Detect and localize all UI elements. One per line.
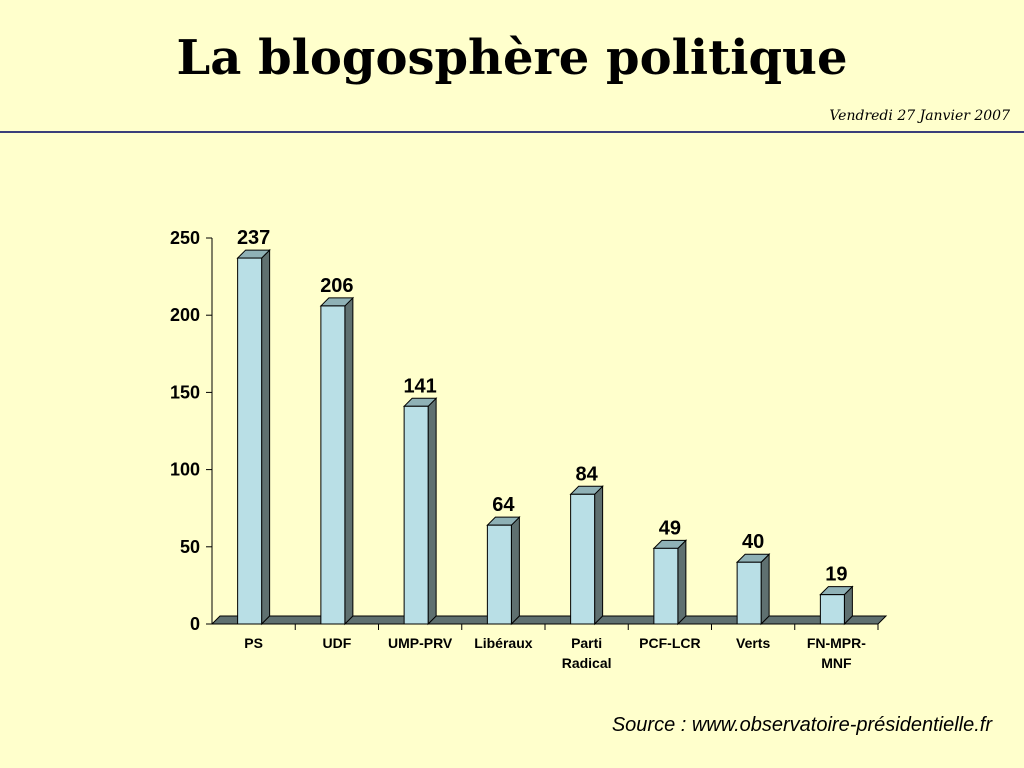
bar-side xyxy=(427,397,437,626)
data-label: 141 xyxy=(403,375,436,397)
data-label: 19 xyxy=(825,564,847,586)
bar xyxy=(653,547,679,625)
data-label: 206 xyxy=(320,275,353,297)
data-label: 40 xyxy=(742,531,764,553)
data-label: 49 xyxy=(659,517,681,539)
bar-side xyxy=(510,515,520,626)
bar-side xyxy=(677,539,687,626)
x-tick-label: PCF-LCR xyxy=(639,635,700,651)
slide-date: Vendredi 27 Janvier 2007 xyxy=(829,108,1010,124)
data-label: 64 xyxy=(492,494,515,516)
x-tick-label: UMP-PRV xyxy=(388,635,453,651)
slide-title: La blogosphère politique xyxy=(176,30,848,86)
bar-side xyxy=(261,248,271,626)
bar xyxy=(237,257,263,625)
x-tick-label: FN-MPR- xyxy=(807,635,866,651)
y-tick-label: 150 xyxy=(170,382,200,402)
data-label: 84 xyxy=(576,463,599,485)
x-tick-label: Radical xyxy=(562,655,612,671)
source-note: Source : www.observatoire-présidentielle… xyxy=(611,714,992,736)
x-tick-label: UDF xyxy=(322,635,351,651)
x-tick-label: Verts xyxy=(736,635,770,651)
chart-floor xyxy=(210,615,888,625)
y-tick-label: 0 xyxy=(190,614,200,634)
bar-side xyxy=(760,553,770,626)
bar xyxy=(320,305,346,625)
bar xyxy=(486,524,512,625)
x-tick-label: Parti xyxy=(571,635,602,651)
y-tick-label: 50 xyxy=(180,537,200,557)
x-tick-label: Libéraux xyxy=(474,635,533,651)
data-label: 237 xyxy=(237,227,270,249)
bar xyxy=(819,594,845,625)
bar xyxy=(403,405,429,625)
bar-side xyxy=(594,485,604,626)
bar-side xyxy=(344,296,354,626)
title-divider xyxy=(0,131,1024,133)
x-tick-label: PS xyxy=(244,635,263,651)
bar xyxy=(570,493,596,625)
y-tick-label: 100 xyxy=(170,460,200,480)
y-tick-label: 250 xyxy=(170,228,200,248)
x-tick-label: MNF xyxy=(821,655,852,671)
bar xyxy=(736,561,762,625)
bar-chart: 0 50 100 150 200 250 237 PS 206 UDF 141 UMP-PRV 64 Li… xyxy=(170,227,888,671)
y-tick-label: 200 xyxy=(170,305,200,325)
